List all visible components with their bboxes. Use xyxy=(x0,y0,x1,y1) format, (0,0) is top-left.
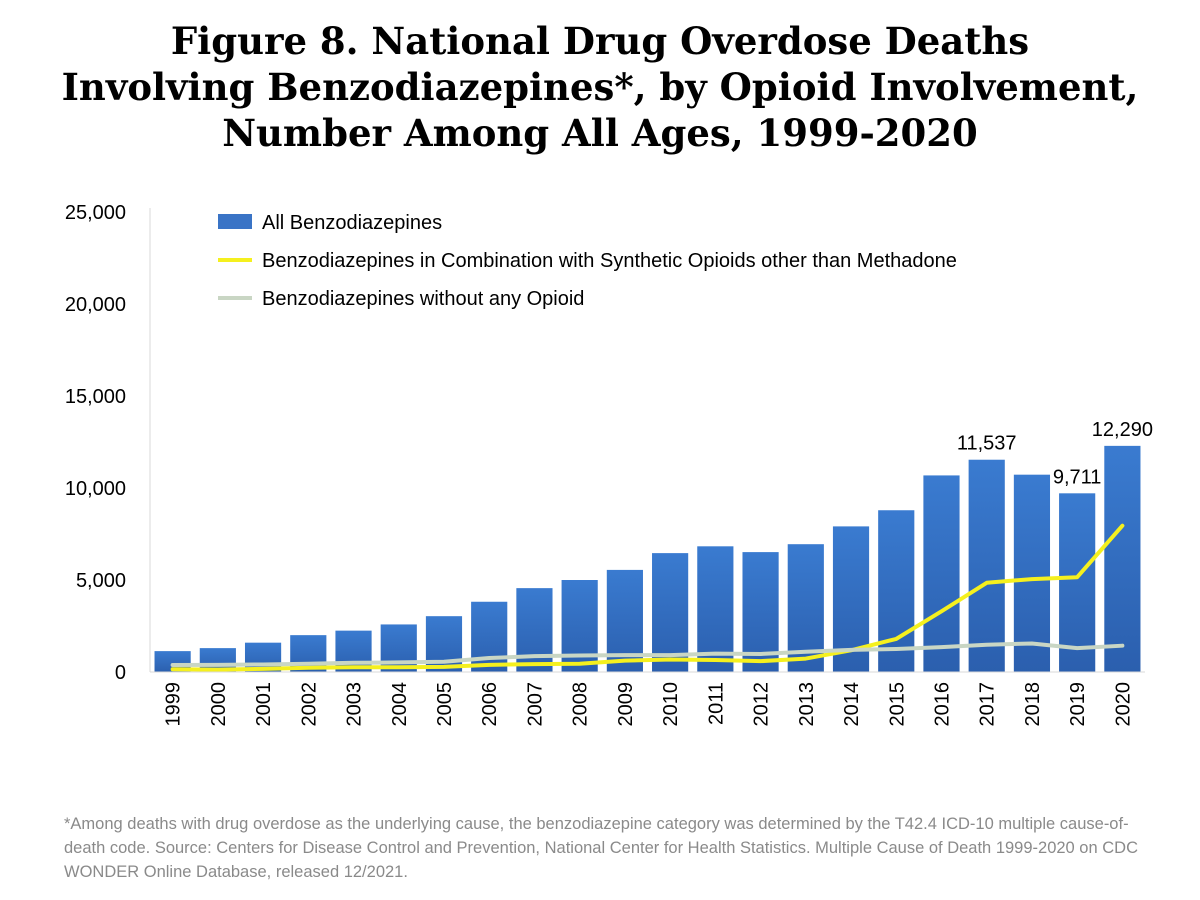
x-tick-label: 2007 xyxy=(524,682,546,727)
x-tick-label: 2012 xyxy=(751,682,773,727)
x-tick-label: 2004 xyxy=(389,682,411,727)
data-label-2020: 12,290 xyxy=(1092,419,1153,441)
x-tick-label: 2018 xyxy=(1022,682,1044,727)
bar-2016 xyxy=(923,475,960,672)
title-line-2: Involving Benzodiazepines*, by Opioid In… xyxy=(61,65,1139,109)
line-series xyxy=(170,523,1125,672)
bar-2003 xyxy=(335,630,372,672)
bar-2020 xyxy=(1104,445,1141,672)
legend: All Benzodiazepines Benzodiazepines in Co… xyxy=(218,212,957,310)
data-label-2019: 9,711 xyxy=(1053,466,1102,488)
data-label-2017: 11,537 xyxy=(957,433,1017,455)
legend-label: Benzodiazepines in Combination with Synt… xyxy=(262,250,957,272)
bar-2008 xyxy=(561,580,598,672)
bar-2017 xyxy=(968,459,1005,672)
x-tick-label: 2002 xyxy=(298,682,320,727)
x-tick-label: 2006 xyxy=(479,682,501,727)
x-tick-label: 2008 xyxy=(570,682,592,727)
legend-swatch-bar xyxy=(218,214,252,229)
legend-label: Benzodiazepines without any Opioid xyxy=(262,288,584,310)
x-tick-label: 1999 xyxy=(163,682,185,727)
bar-2010 xyxy=(652,553,689,672)
x-tick-label: 2019 xyxy=(1067,682,1089,727)
x-tick-label: 2009 xyxy=(615,682,637,727)
legend-label: All Benzodiazepines xyxy=(262,212,442,234)
y-tick-label: 15,000 xyxy=(65,386,126,408)
bar-2015 xyxy=(878,510,915,672)
bar-series xyxy=(154,445,1141,672)
y-tick-label: 5,000 xyxy=(76,570,126,592)
title-line-3: Number Among All Ages, 1999-2020 xyxy=(222,111,978,155)
y-tick-label: 25,000 xyxy=(65,202,126,224)
synthetic-opioid-line xyxy=(170,523,1125,672)
bar-2006 xyxy=(471,601,508,672)
x-tick-label: 2015 xyxy=(886,682,908,727)
x-tick-label: 2001 xyxy=(253,682,275,727)
x-tick-label: 2017 xyxy=(977,682,999,727)
y-tick-label: 0 xyxy=(115,662,126,684)
bar-2004 xyxy=(380,624,417,672)
bar-2019 xyxy=(1059,493,1096,672)
footnote: *Among deaths with drug overdose as the … xyxy=(64,815,1138,881)
x-tick-label: 2020 xyxy=(1112,682,1134,727)
x-tick-label: 2010 xyxy=(660,682,682,727)
x-tick-label: 2014 xyxy=(841,682,863,727)
x-tick-label: 2005 xyxy=(434,682,456,727)
chart-title: Figure 8. National Drug Overdose Deaths … xyxy=(0,18,1200,156)
overdose-chart: 0 5,000 10,000 15,000 20,000 25,000 1999 2000 2… xyxy=(65,202,1153,727)
bar-2011 xyxy=(697,546,734,672)
bar-2007 xyxy=(516,588,553,672)
y-axis: 0 5,000 10,000 15,000 20,000 25,000 xyxy=(65,202,151,684)
x-tick-label: 2013 xyxy=(796,682,818,727)
y-tick-label: 10,000 xyxy=(65,478,126,500)
data-labels: 11,537 9,711 12,290 xyxy=(957,419,1153,488)
x-tick-label: 2000 xyxy=(208,682,230,727)
no-opioid-line xyxy=(170,641,1125,668)
bar-2018 xyxy=(1013,474,1051,672)
y-tick-label: 20,000 xyxy=(65,294,126,316)
x-tick-label: 2011 xyxy=(705,682,727,725)
x-axis: 1999 2000 2001 2002 2003 2004 2005 2006 2007 2008… xyxy=(150,671,1145,727)
x-tick-label: 2003 xyxy=(344,682,366,727)
x-tick-label: 2016 xyxy=(931,682,953,727)
title-line-1: Figure 8. National Drug Overdose Deaths xyxy=(170,19,1030,63)
